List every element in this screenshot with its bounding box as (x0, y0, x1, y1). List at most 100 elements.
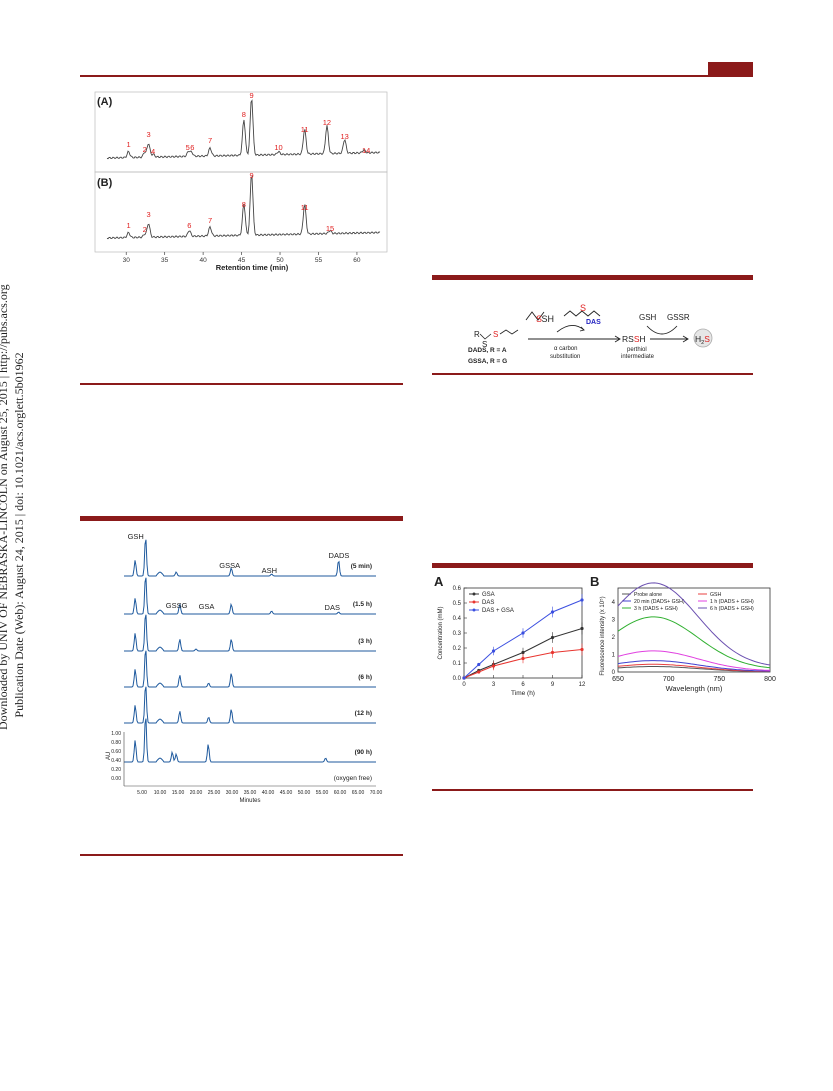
peak-label-B-1: 1 (126, 221, 130, 230)
chartB-legend-1-h-dads-gsh-: 1 h (DADS + GSH) (710, 599, 754, 605)
fig1-tick-30: 30 (123, 257, 131, 264)
chartB-ylabel: Fluorescence intensity (x 10⁵) (599, 596, 606, 675)
chartB-legend-20-min-dads-gsh-: 20 min (DADS+ GSH) (634, 599, 685, 605)
chartA-legend-marker (472, 592, 476, 596)
hplc-time-1: (5 min) (351, 563, 372, 570)
peak-label-A-9: 9 (249, 91, 253, 100)
chartB-ytick-4: 4 (612, 600, 616, 606)
peak-label-A-2: 2 (143, 145, 147, 154)
svg-text:SSH: SSH (536, 314, 554, 324)
scheme-gssa-line: GSSA, R = G (468, 358, 507, 365)
chartB-ytick-1: 1 (612, 653, 616, 659)
chartA-point (477, 662, 481, 667)
hplc-xtick-45.00: 45.00 (280, 790, 293, 796)
hplc-xtick-15.00: 15.00 (172, 790, 185, 796)
hplc-xtick-40.00: 40.00 (262, 790, 275, 796)
header-tab (708, 62, 753, 76)
chartB-panel-label: B (590, 574, 599, 589)
hplc-label-ash: ASH (262, 566, 277, 575)
chartB-frame (617, 587, 771, 673)
fig1-tick-45: 45 (238, 257, 246, 264)
hplc-time-6: (90 h) (355, 749, 372, 756)
chartA-xtick-3: 3 (492, 682, 496, 688)
scheme-gsh: GSH (639, 313, 657, 322)
peak-label-A-6: 6 (190, 143, 194, 152)
peak-label-B-11: 11 (301, 203, 309, 212)
chartA-legend-das-gsa: DAS + GSA (482, 608, 514, 614)
scheme-sh: SH (542, 314, 555, 324)
chartA-legend-marker (472, 600, 476, 604)
hplc-time-4: (6 h) (358, 674, 372, 681)
hplc-xtick-65.00: 65.00 (352, 790, 365, 796)
scheme-step2: substitution (550, 354, 580, 360)
chartA-ytick-0.0: 0.0 (453, 676, 462, 682)
hplc-xlabel: Minutes (239, 798, 260, 804)
hplc-ytick-1.00: 1.00 (111, 731, 121, 737)
hplc-trace-2 (124, 577, 376, 615)
fig3-top-rule (432, 563, 753, 568)
hplc-label-dads: DADS (329, 551, 350, 560)
hplc-xtick-50.00: 50.00 (298, 790, 311, 796)
scheme-top-rule (432, 275, 753, 280)
hplc-trace-5 (124, 686, 376, 724)
chartB-xtick-800: 800 (764, 676, 776, 683)
scheme-dads-line: DADS, R = A (468, 347, 507, 354)
chartB-line-3-h-dads-gsh- (617, 616, 771, 669)
peak-label-B-8: 8 (242, 200, 246, 209)
hplc-labels: (5 min) (1.5 h) (3 h) (6 h) (12 h) (90 h) (oxy… (106, 532, 382, 804)
peak-label-A-4: 4 (151, 147, 155, 156)
chartB-ytick-3: 3 (612, 618, 616, 624)
peak-label-A-3: 3 (146, 130, 150, 139)
peak-label-B-15: 15 (326, 224, 334, 233)
hplc-trace-3 (124, 614, 376, 652)
chartA-ytick-0.2: 0.2 (453, 646, 462, 652)
fig2-bottom-rule (80, 854, 403, 856)
fig1-tick-60: 60 (353, 257, 361, 264)
hplc-traces (123, 539, 376, 787)
scheme-perthiol: perthiol (627, 347, 647, 353)
chartA-xlabel: Time (h) (511, 690, 535, 697)
scheme-intermediate: intermediate (621, 354, 655, 360)
peak-label-A-12: 12 (323, 118, 331, 127)
hplc-xtick-10.00: 10.00 (154, 790, 167, 796)
scheme-bottom-rule (432, 373, 753, 375)
scheme-s2: S (493, 330, 498, 339)
fig1-bottom-rule (80, 383, 403, 385)
peak-label-A-13: 13 (340, 132, 348, 141)
fig1-xticks: 30 35 40 45 50 55 60 (123, 252, 361, 264)
download-sidebar: Downloaded by UNIV OF NEBRASKA-LINCOLN o… (0, 284, 45, 730)
chartA-xtick-6: 6 (521, 682, 525, 688)
hplc-xtick-5.00: 5.00 (137, 790, 147, 796)
scheme-das: DAS (586, 319, 601, 326)
chartA-legend-das: DAS (482, 600, 494, 606)
chart-B: B 0 1 2 3 4 650 700 750 800 Wavelength (nm) Fluores… (590, 574, 776, 693)
trace-B (106, 175, 381, 240)
figure2: (5 min) (1.5 h) (3 h) (6 h) (12 h) (90 h) (oxy… (104, 524, 384, 816)
chartA-ytick-0.1: 0.1 (453, 661, 462, 667)
panelB-label: (B) (97, 177, 113, 189)
chartA-xtick-0: 0 (462, 682, 466, 688)
peak-label-A-5: 5 (186, 143, 190, 152)
scheme-das-s: S (580, 303, 586, 313)
hplc-xtick-70.00: 70.00 (370, 790, 383, 796)
chartB-legend-3-h-dads-gsh-: 3 h (DADS + GSH) (634, 606, 678, 612)
scheme-h2s: H2S (695, 334, 710, 346)
panelA-label: (A) (97, 96, 113, 108)
hplc-label-gssg: GSSG (166, 601, 188, 610)
fig1-xlabel: Retention time (min) (216, 263, 289, 272)
chartB-line-6-h-dads-gsh- (617, 582, 771, 666)
scheme-s1: S (482, 340, 487, 349)
hplc-time-3: (3 h) (358, 638, 372, 645)
chartA-xtick-9: 9 (551, 682, 555, 688)
figure1: (A) (B) 1 2 3 4 5 6 7 8 9 10 11 12 13 14 1 2 3 6 7 8 9 11 15 … (92, 90, 390, 272)
chartB-line-gsh (617, 663, 770, 672)
chartA-line-das-gsa (463, 599, 583, 679)
hplc-trace-4 (124, 650, 376, 688)
scheme: SSH S DAS R S S DADS, R = A GSSA, R = G … (462, 290, 737, 370)
peak-label-A-1: 1 (126, 140, 130, 149)
hplc-trace-6 (124, 718, 376, 763)
fig2-top-rule (80, 516, 403, 521)
